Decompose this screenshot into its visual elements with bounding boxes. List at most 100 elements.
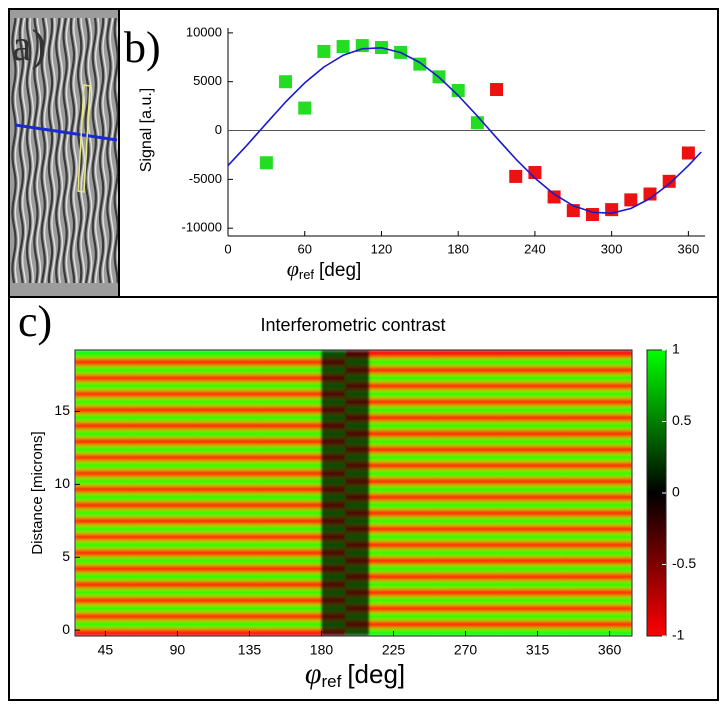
heatmap-cell: [321, 350, 346, 359]
heatmap-cell: [257, 429, 322, 438]
heatmap-cell: [433, 524, 498, 534]
fringe-light: [58, 17, 64, 284]
heatmap-cell: [129, 445, 194, 454]
heatmap-cell: [257, 627, 322, 636]
data-point: [509, 169, 523, 183]
heatmap-cell: [561, 381, 632, 391]
y-tick-label: -5000: [189, 171, 222, 186]
heatmap-cell: [345, 603, 370, 613]
heatmap-cell: [129, 603, 194, 613]
x-tick-label: 180: [310, 642, 334, 658]
heatmap-cell: [561, 524, 632, 534]
heatmap-cell: [129, 357, 194, 367]
fringe-light: [36, 17, 42, 284]
heatmap-cell: [497, 603, 562, 613]
heatmap-cell: [561, 350, 632, 359]
data-point: [336, 40, 350, 54]
heatmap-cell: [75, 540, 130, 549]
heatmap-cell: [433, 492, 498, 502]
heatmap-cell: [369, 540, 434, 549]
heatmap-cell: [369, 437, 434, 446]
heatmap-cell: [75, 468, 130, 478]
heatmap-cell: [433, 460, 498, 470]
fringe-light: [51, 17, 56, 284]
heatmap-cell: [257, 476, 322, 486]
heatmap-cell: [193, 524, 258, 534]
heatmap-cell: [433, 508, 498, 518]
heatmap-cell: [75, 365, 130, 375]
heatmap-cell: [129, 429, 194, 438]
heatmap-cell: [193, 452, 258, 462]
heatmap-cell: [321, 492, 346, 502]
heatmap-cell: [561, 373, 632, 383]
panel-label: b): [124, 23, 161, 72]
heatmap-cell: [129, 500, 194, 510]
heatmap-cell: [193, 500, 258, 510]
heatmap-cell: [129, 580, 194, 589]
heatmap-cell: [257, 421, 322, 430]
heatmap-cell: [193, 484, 258, 494]
heatmap-cell: [75, 437, 130, 446]
heatmap-cell: [433, 445, 498, 454]
heatmap-cell: [129, 468, 194, 478]
x-tick-label: 270: [454, 642, 478, 658]
heatmap-cell: [321, 595, 346, 605]
heatmap-cell: [75, 452, 130, 462]
heatmap-cell: [369, 524, 434, 534]
x-tick-label: 45: [98, 642, 114, 658]
heatmap-cell: [193, 611, 258, 621]
heatmap-cell: [345, 627, 370, 636]
heatmap-cell: [75, 572, 130, 581]
heatmap-cell: [497, 460, 562, 470]
data-point: [662, 174, 676, 188]
heatmap-cell: [433, 373, 498, 383]
fringe-dark: [69, 17, 76, 284]
heatmap-cell: [561, 540, 632, 549]
heatmap-cell: [129, 532, 194, 541]
heatmap-cell: [369, 588, 434, 597]
heatmap-cell: [497, 564, 562, 573]
panel-label: c): [18, 297, 52, 346]
heatmap-cell: [345, 365, 370, 375]
fringe-light: [29, 17, 34, 284]
heatmap-cell: [345, 611, 370, 621]
heatmap-cell: [345, 429, 370, 438]
heatmap-cell: [433, 437, 498, 446]
heatmap-cell: [345, 540, 370, 549]
heatmap-cell: [497, 350, 562, 359]
fringe-light: [21, 17, 27, 284]
heatmap-cell: [129, 516, 194, 526]
y-tick-label: 0: [62, 621, 70, 637]
heatmap-cell: [561, 460, 632, 470]
heatmap-cell: [321, 421, 346, 430]
heatmap-cell: [497, 476, 562, 486]
heatmap-cell: [193, 572, 258, 581]
heatmap-clip: [75, 350, 632, 636]
heatmap-cell: [193, 580, 258, 589]
heatmap-cell: [193, 476, 258, 486]
heatmap-cell: [345, 619, 370, 629]
heatmap-cell: [257, 468, 322, 478]
y-axis-label: Distance [microns]: [29, 431, 46, 554]
heatmap-cell: [561, 603, 632, 613]
heatmap-cell: [497, 445, 562, 454]
heatmap-cell: [257, 445, 322, 454]
heatmap-cell: [193, 516, 258, 526]
heatmap-cell: [321, 603, 346, 613]
heatmap-cell: [369, 460, 434, 470]
heatmap-cell: [129, 381, 194, 391]
heatmap-cell: [497, 413, 562, 422]
heatmap-cell: [369, 381, 434, 391]
data-point: [279, 75, 293, 89]
heatmap-cell: [321, 413, 346, 422]
fringe-dark: [47, 17, 54, 284]
heatmap-cell: [193, 357, 258, 367]
heatmap-cell: [497, 627, 562, 636]
heatmap-cell: [433, 580, 498, 589]
y-tick-label: 15: [54, 402, 70, 418]
x-tick-label: 180: [447, 241, 469, 256]
heatmap-cell: [75, 500, 130, 510]
heatmap-cell: [345, 524, 370, 534]
heatmap-cell: [193, 532, 258, 541]
